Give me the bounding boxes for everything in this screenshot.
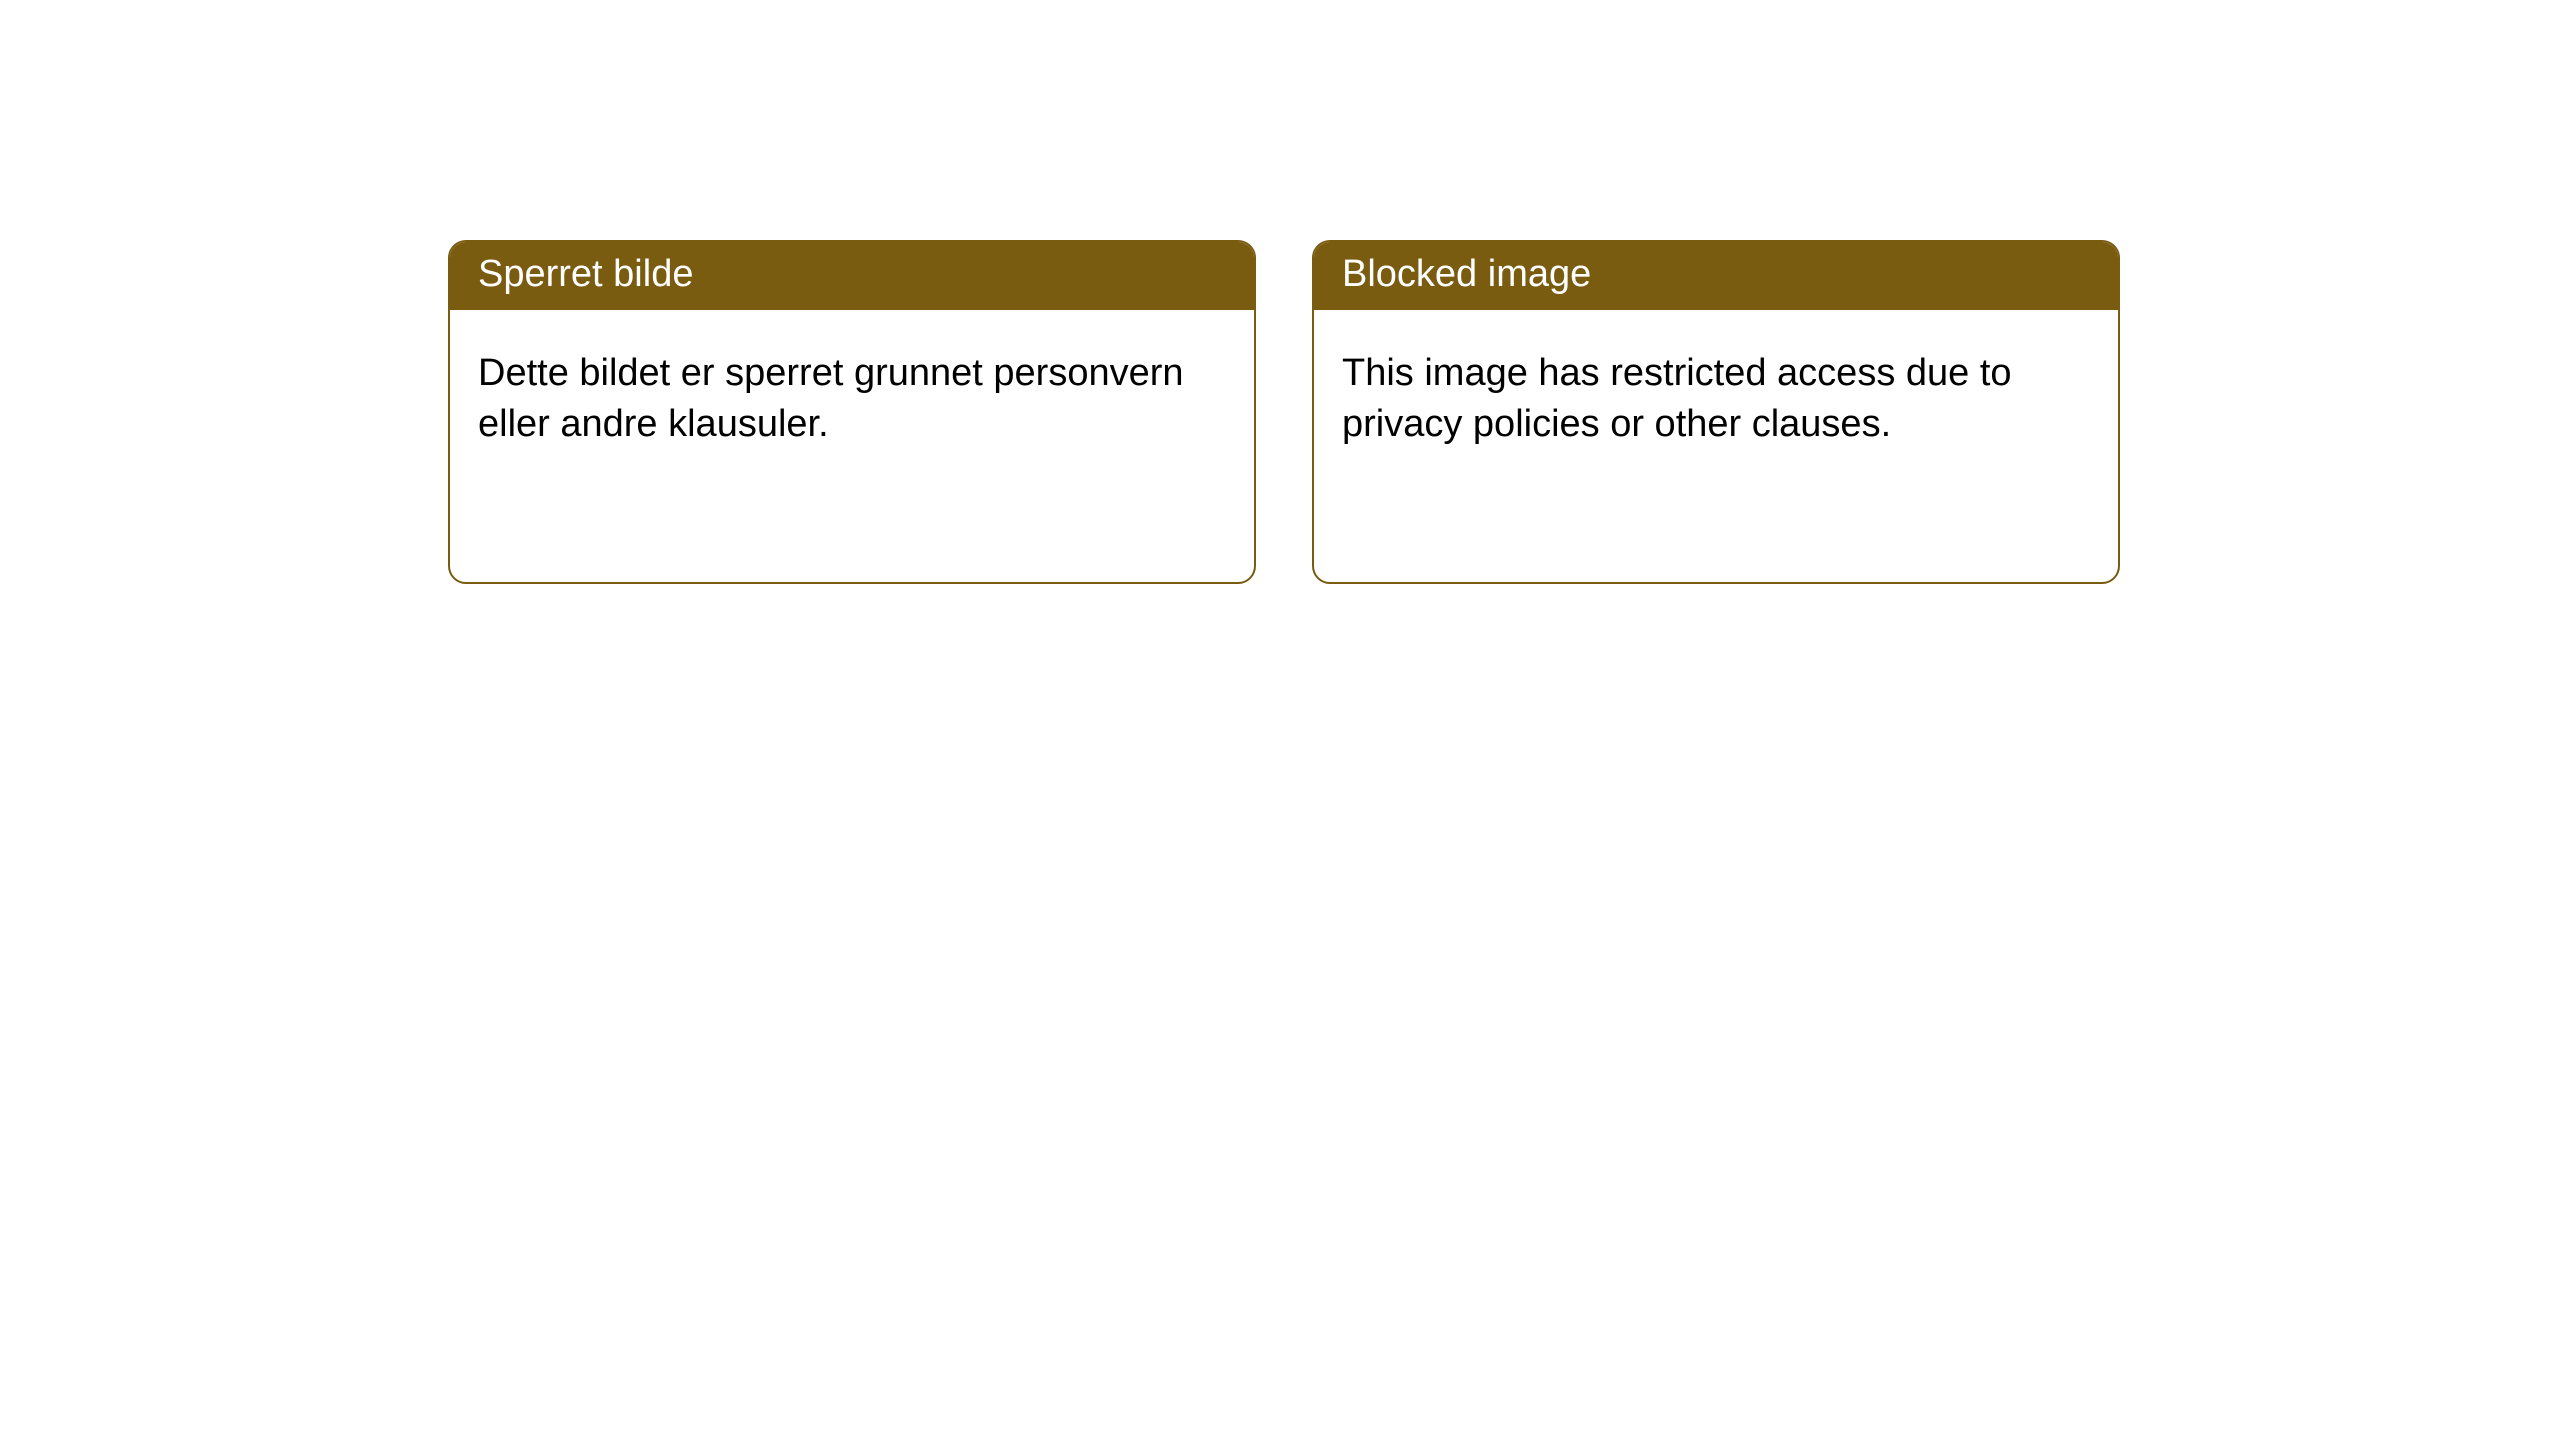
notice-card-english: Blocked image This image has restricted …: [1312, 240, 2120, 584]
notice-body-english: This image has restricted access due to …: [1314, 310, 2118, 582]
notice-card-norwegian: Sperret bilde Dette bildet er sperret gr…: [448, 240, 1256, 584]
notice-title-norwegian: Sperret bilde: [450, 242, 1254, 310]
notice-body-norwegian: Dette bildet er sperret grunnet personve…: [450, 310, 1254, 582]
notice-container: Sperret bilde Dette bildet er sperret gr…: [0, 0, 2560, 584]
notice-title-english: Blocked image: [1314, 242, 2118, 310]
